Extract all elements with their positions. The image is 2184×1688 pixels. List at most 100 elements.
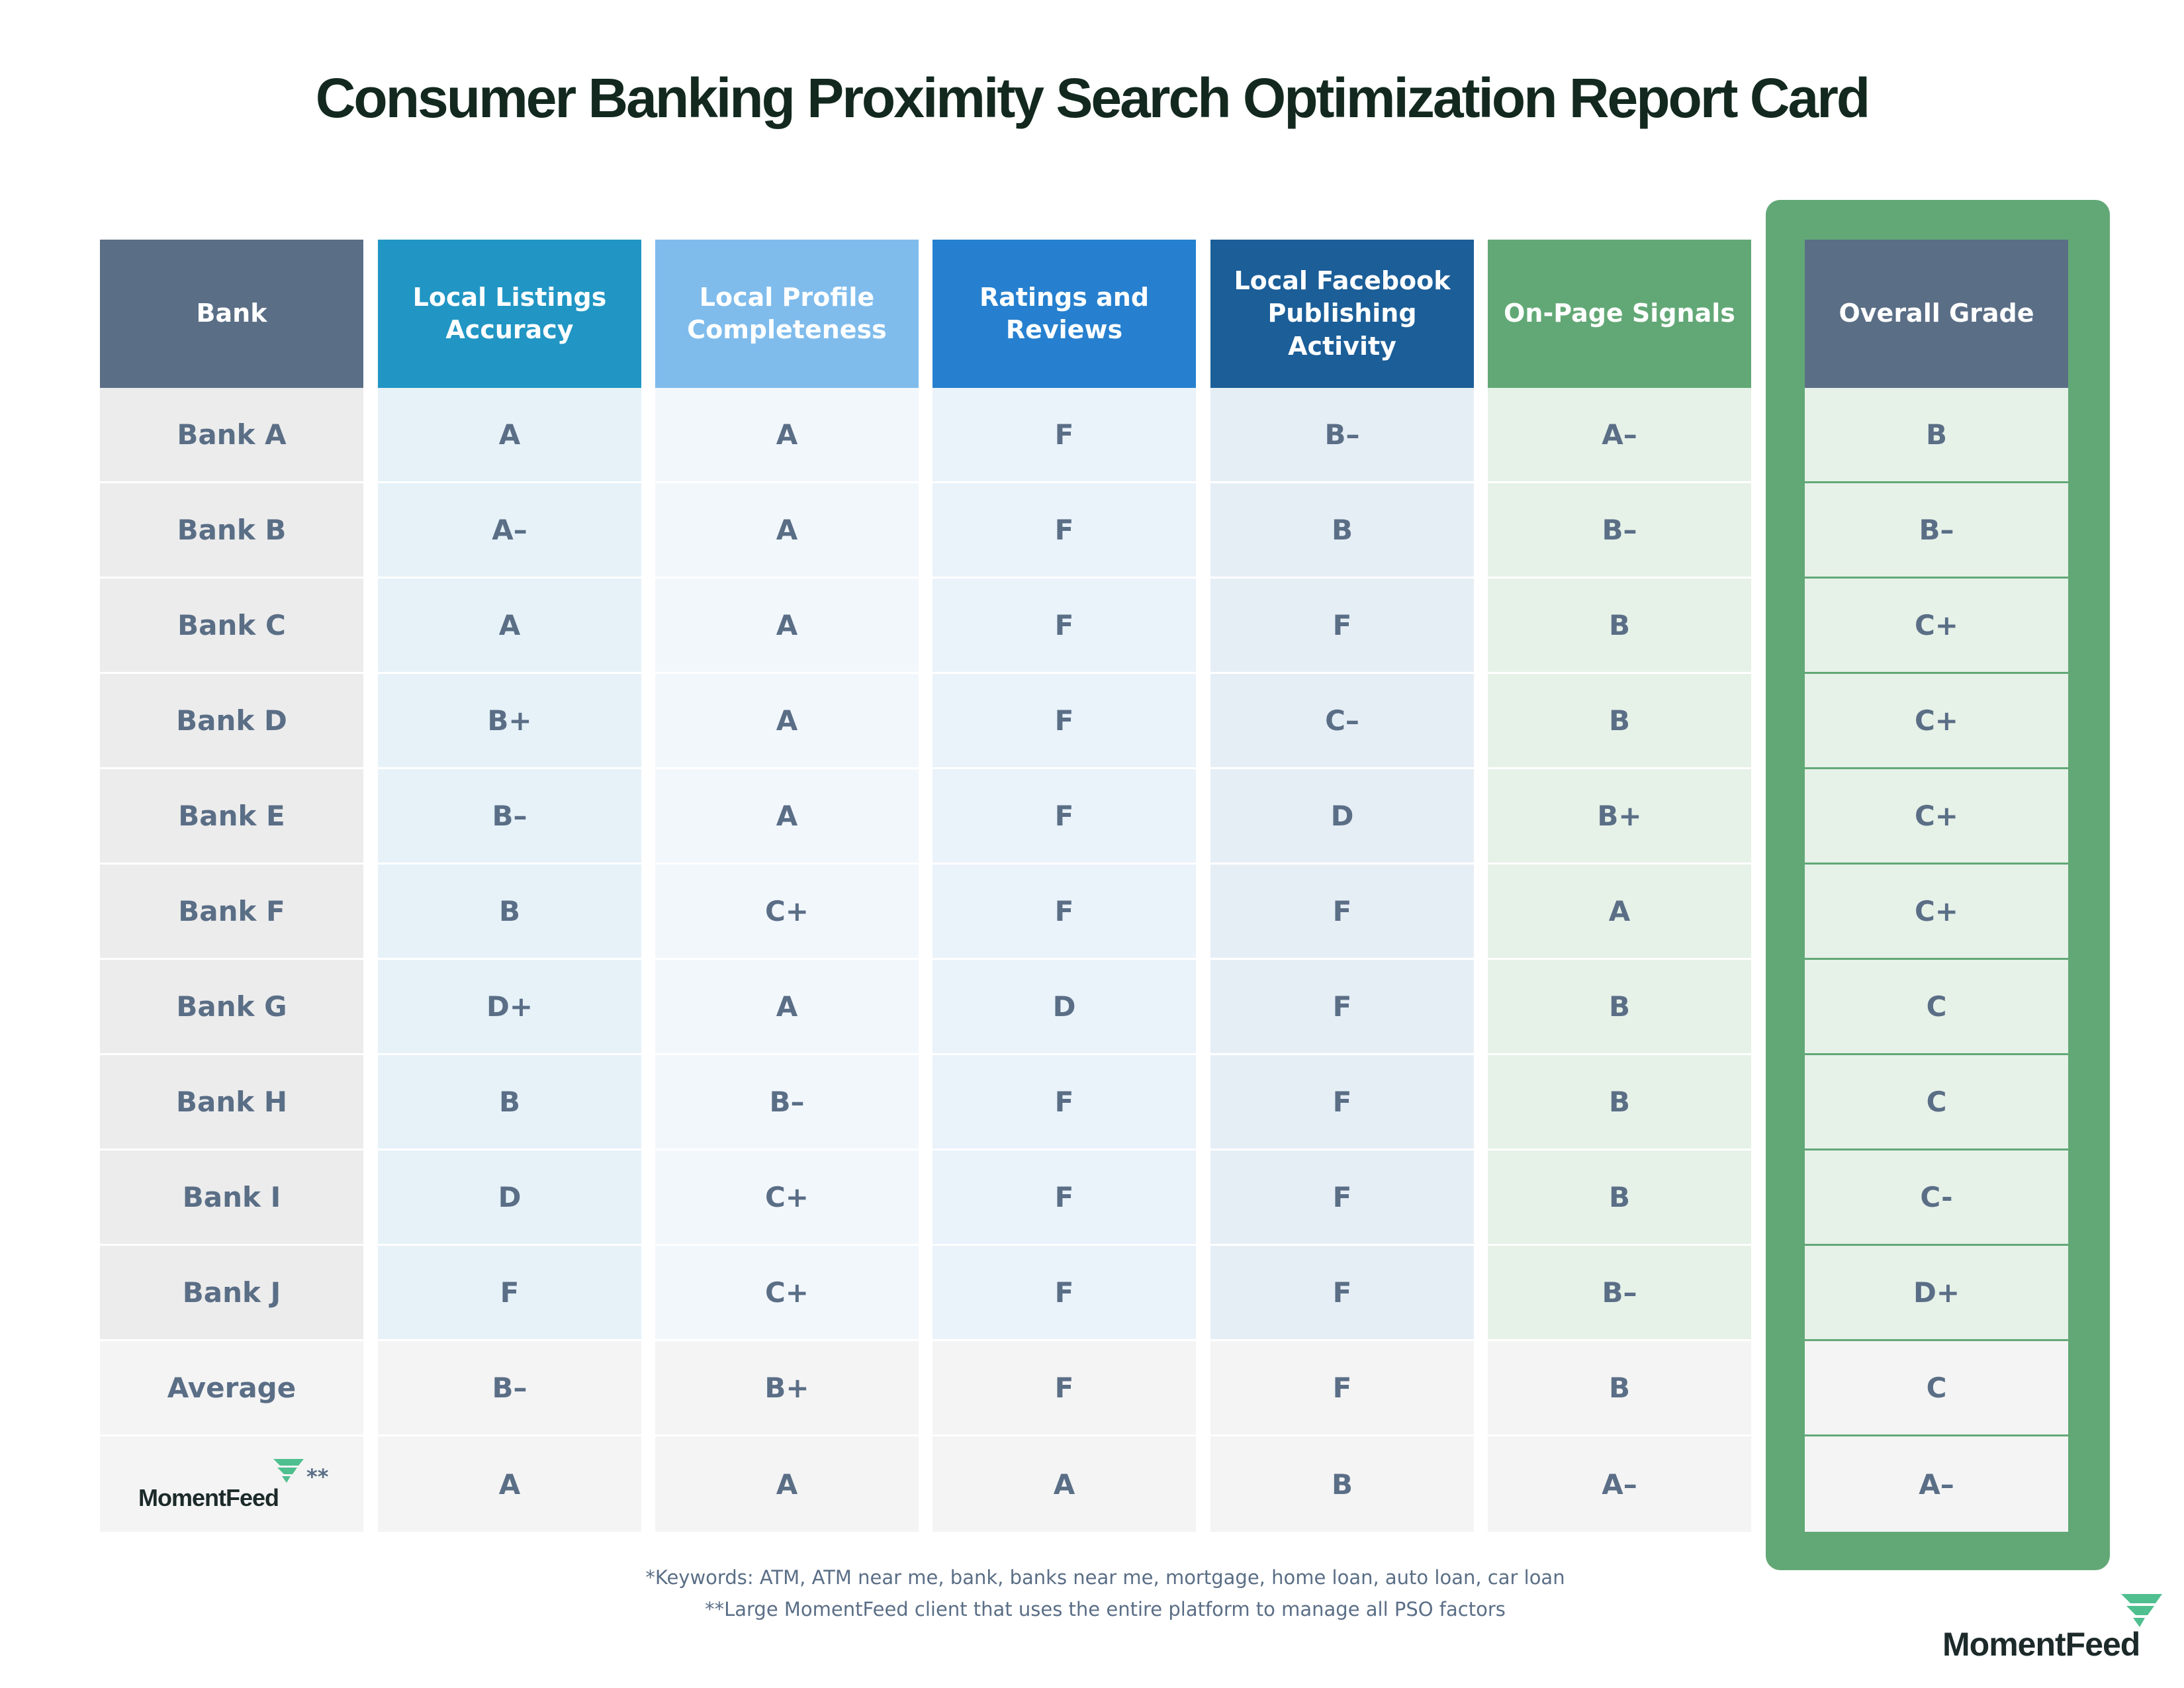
grade: B– xyxy=(655,1055,919,1149)
grade: B xyxy=(1210,483,1474,577)
grade: F xyxy=(933,1150,1196,1244)
grade: F xyxy=(1210,1150,1474,1244)
grade: B xyxy=(1488,960,1751,1053)
grade: A xyxy=(655,960,919,1053)
client-logo: MomentFeed xyxy=(138,1484,279,1511)
grade: B xyxy=(378,865,641,958)
grade: A xyxy=(655,674,919,767)
grade: F xyxy=(933,1341,1196,1434)
column-header: Overall Grade xyxy=(1805,240,2068,388)
grade: B xyxy=(1488,579,1751,672)
bank-name: Bank B xyxy=(100,483,363,577)
grade: F xyxy=(378,1246,641,1339)
grade: C- xyxy=(1805,1150,2068,1244)
grade: B xyxy=(1488,1055,1751,1149)
grade: A xyxy=(1488,865,1751,958)
title: Consumer Banking Proximity Search Optimi… xyxy=(315,67,1870,129)
grade: A xyxy=(378,1436,641,1532)
grade: F xyxy=(933,483,1196,577)
grade: B xyxy=(1488,1150,1751,1244)
footnote: **Large MomentFeed client that uses the … xyxy=(705,1598,1506,1620)
grade: A xyxy=(933,1436,1196,1532)
grade: F xyxy=(933,674,1196,767)
grade: D xyxy=(933,960,1196,1053)
grade: F xyxy=(933,865,1196,958)
brand-icon xyxy=(2121,1594,2162,1627)
grade: D xyxy=(378,1150,641,1244)
grade: B xyxy=(1210,1436,1474,1532)
grade: D xyxy=(1210,769,1474,863)
grade: F xyxy=(1210,579,1474,672)
grade: A– xyxy=(1488,388,1751,481)
grade: F xyxy=(933,388,1196,481)
grade: C+ xyxy=(1805,579,2068,672)
grade: B– xyxy=(1210,388,1474,481)
brand-logo: MomentFeed xyxy=(1942,1626,2140,1663)
grade: A xyxy=(655,1436,919,1532)
grade: B– xyxy=(1805,483,2068,577)
grade: C+ xyxy=(1805,865,2068,958)
grade: C– xyxy=(1210,674,1474,767)
grade: D+ xyxy=(378,960,641,1053)
grade: A xyxy=(655,579,919,672)
grade: A xyxy=(378,388,641,481)
column-header: Local Profile Completeness xyxy=(655,240,919,388)
client-marker: ** xyxy=(306,1464,329,1489)
grade: C+ xyxy=(1805,769,2068,863)
grade: B– xyxy=(1488,483,1751,577)
grade: A xyxy=(378,579,641,672)
bank-name: Bank A xyxy=(100,388,363,481)
grade: C+ xyxy=(655,1150,919,1244)
column-header: Ratings and Reviews xyxy=(933,240,1196,388)
grade: B+ xyxy=(655,1341,919,1434)
bank-name: Bank J xyxy=(100,1246,363,1339)
grade: B– xyxy=(1488,1246,1751,1339)
column-header: Local Facebook Publishing Activity xyxy=(1210,240,1474,388)
grade: F xyxy=(1210,960,1474,1053)
grade: C xyxy=(1805,1341,2068,1434)
column-header: Local Listings Accuracy xyxy=(378,240,641,388)
bank-name: Bank H xyxy=(100,1055,363,1149)
grade: A– xyxy=(1805,1436,2068,1532)
grade: F xyxy=(1210,1055,1474,1149)
grade: C+ xyxy=(655,865,919,958)
bank-name: Bank F xyxy=(100,865,363,958)
grade: F xyxy=(933,1246,1196,1339)
grade: C+ xyxy=(655,1246,919,1339)
grade: C xyxy=(1805,960,2068,1053)
footnote: *Keywords: ATM, ATM near me, bank, banks… xyxy=(645,1566,1565,1589)
grade: A– xyxy=(378,483,641,577)
grade: B– xyxy=(378,769,641,863)
grade: F xyxy=(1210,1341,1474,1434)
column-header: On-Page Signals xyxy=(1488,240,1751,388)
grade: B+ xyxy=(378,674,641,767)
column-header: Bank xyxy=(100,240,363,388)
grade: B– xyxy=(378,1341,641,1434)
client-cell: MomentFeed ** xyxy=(100,1436,363,1532)
grade: F xyxy=(933,579,1196,672)
bank-name: Bank I xyxy=(100,1150,363,1244)
bank-name: Bank D xyxy=(100,674,363,767)
bank-name: Bank C xyxy=(100,579,363,672)
grade: B xyxy=(1488,1341,1751,1434)
grade: A xyxy=(655,388,919,481)
grade: F xyxy=(1210,865,1474,958)
grade: B xyxy=(1488,674,1751,767)
grade: B+ xyxy=(1488,769,1751,863)
grade: D+ xyxy=(1805,1246,2068,1339)
grade: B xyxy=(1805,388,2068,481)
grade: B xyxy=(378,1055,641,1149)
grade: A– xyxy=(1488,1436,1751,1532)
grade: A xyxy=(655,769,919,863)
grade: C+ xyxy=(1805,674,2068,767)
grade: A xyxy=(655,483,919,577)
bank-name: Bank E xyxy=(100,769,363,863)
client-logo-icon xyxy=(273,1459,304,1483)
bank-name: Average xyxy=(100,1341,363,1434)
grade: C xyxy=(1805,1055,2068,1149)
grade: F xyxy=(933,769,1196,863)
bank-name: Bank G xyxy=(100,960,363,1053)
grade: F xyxy=(1210,1246,1474,1339)
grade: F xyxy=(933,1055,1196,1149)
